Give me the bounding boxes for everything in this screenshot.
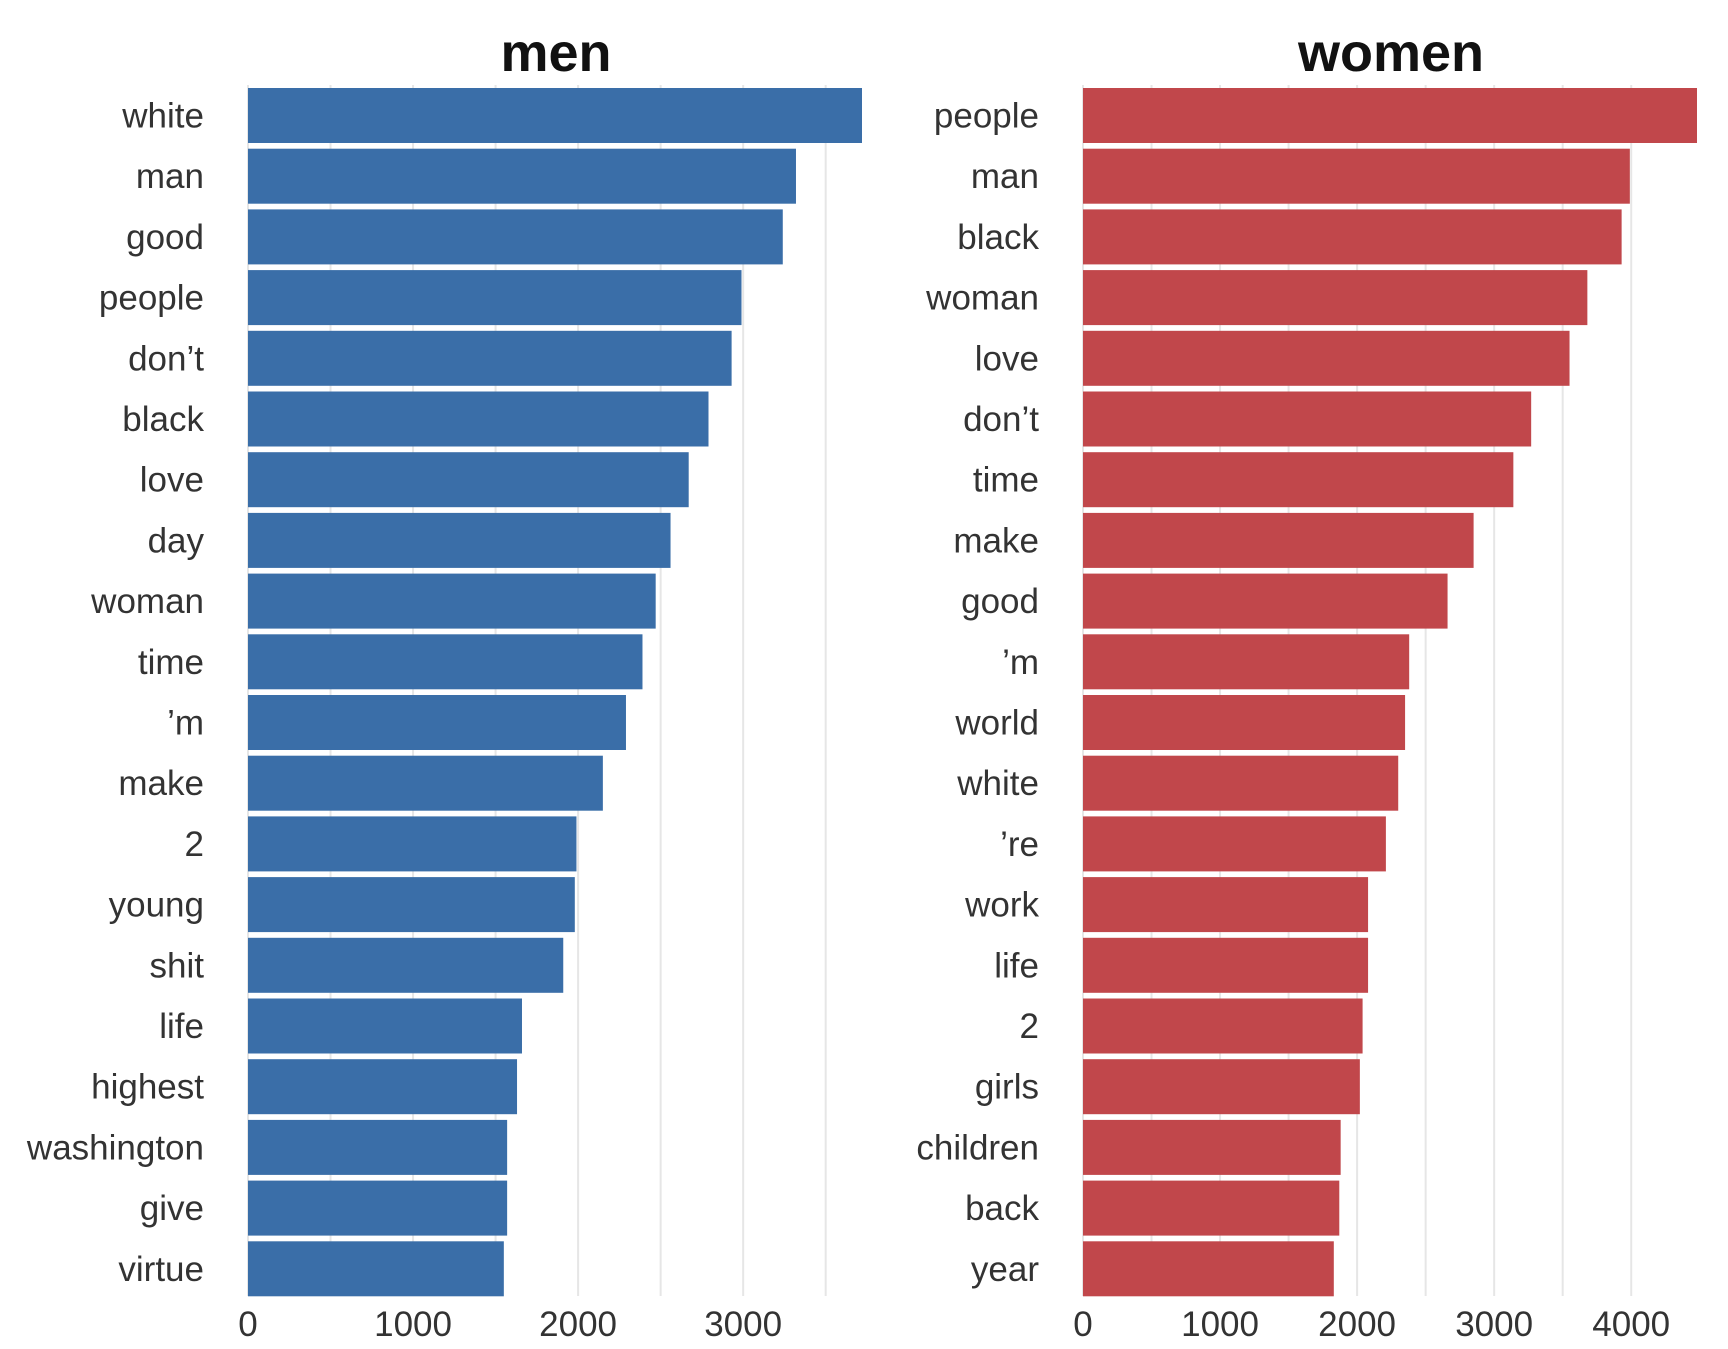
men-bar	[248, 937, 564, 993]
men-category-label: day	[148, 521, 205, 560]
women-category-label: woman	[925, 279, 1039, 318]
women-bar	[1083, 1119, 1341, 1175]
men-bar	[248, 1241, 504, 1297]
men-category-label: love	[140, 461, 204, 500]
men-category-label: 2	[185, 825, 204, 864]
women-x-tick-label: 3000	[1455, 1305, 1533, 1344]
men-x-tick-label: 2000	[539, 1305, 617, 1344]
men-bar	[248, 512, 671, 568]
women-bar	[1083, 695, 1406, 750]
women-bar	[1083, 452, 1514, 508]
women-bar	[1083, 391, 1532, 447]
men-gridlines	[247, 85, 827, 1296]
women-category-label: world	[954, 704, 1039, 743]
women-bar	[1083, 148, 1630, 204]
women-bar	[1083, 270, 1588, 326]
men-category-label: people	[99, 279, 204, 318]
women-category-label: people	[934, 97, 1039, 136]
men-category-label: ’m	[167, 704, 204, 743]
men-bar	[248, 148, 796, 204]
men-bar	[248, 1180, 508, 1236]
men-bar	[248, 877, 575, 933]
women-category-label: ’re	[1000, 825, 1039, 864]
men-category-label: young	[109, 886, 204, 925]
men-category-label: make	[118, 764, 204, 803]
women-bar	[1083, 998, 1363, 1054]
women-bar	[1083, 88, 1697, 143]
men-category-label: man	[136, 157, 204, 196]
women-category-label: make	[953, 521, 1039, 560]
women-bar	[1083, 816, 1386, 872]
women-bar	[1083, 634, 1410, 690]
women-bar	[1083, 877, 1369, 933]
men-category-label: woman	[90, 582, 204, 621]
women-category-label: white	[956, 764, 1039, 803]
women-bar	[1083, 512, 1474, 568]
men-panel: men white man good people don’t black love day w…	[26, 23, 862, 1344]
men-bar	[248, 452, 689, 508]
women-category-label: 2	[1020, 1007, 1039, 1046]
men-panel-title: men	[500, 23, 611, 83]
men-category-label: give	[140, 1189, 204, 1228]
men-bar	[248, 330, 732, 386]
women-bar	[1083, 1059, 1360, 1115]
men-bar	[248, 755, 603, 811]
men-category-label: shit	[150, 946, 205, 985]
men-bar	[248, 816, 577, 872]
men-bar	[248, 1059, 518, 1115]
men-x-tick-label: 3000	[704, 1305, 782, 1344]
women-bar	[1083, 330, 1570, 386]
women-category-label: year	[971, 1250, 1039, 1289]
men-x-tick-label: 0	[238, 1305, 257, 1344]
men-category-label: white	[121, 97, 204, 136]
men-category-label: don’t	[128, 339, 204, 378]
men-category-label: good	[126, 218, 204, 257]
women-bar	[1083, 209, 1622, 265]
women-x-tick-label: 1000	[1181, 1305, 1259, 1344]
men-bar	[248, 695, 626, 750]
men-bar	[248, 209, 783, 265]
women-category-label: time	[973, 461, 1039, 500]
men-bar	[248, 270, 742, 326]
women-bar	[1083, 755, 1399, 811]
men-bar	[248, 998, 522, 1054]
men-bar	[248, 391, 709, 447]
men-bar	[248, 573, 656, 629]
women-panel-title: women	[1297, 23, 1484, 83]
men-category-label: virtue	[118, 1250, 204, 1289]
women-category-label: black	[957, 218, 1039, 257]
men-bar	[248, 88, 862, 143]
women-category-label: back	[965, 1189, 1039, 1228]
women-category-label: ’m	[1002, 643, 1039, 682]
men-category-label: highest	[91, 1068, 204, 1107]
men-category-label: time	[138, 643, 204, 682]
women-gridlines	[1082, 85, 1633, 1296]
women-category-label: girls	[975, 1068, 1039, 1107]
women-bar	[1083, 1241, 1334, 1297]
women-category-label: don’t	[963, 400, 1039, 439]
men-category-label: life	[159, 1007, 204, 1046]
women-panel: women people man black woman love don’t time ma…	[916, 23, 1697, 1344]
women-x-tick-label: 2000	[1318, 1305, 1396, 1344]
women-category-label: work	[964, 886, 1039, 925]
men-x-tick-label: 1000	[374, 1305, 452, 1344]
men-bar	[248, 1119, 508, 1175]
men-bar	[248, 634, 643, 690]
women-category-label: good	[961, 582, 1039, 621]
women-bar	[1083, 937, 1369, 993]
women-bar	[1083, 573, 1448, 629]
men-category-label: black	[122, 400, 204, 439]
women-category-label: man	[971, 157, 1039, 196]
women-x-tick-label: 0	[1073, 1305, 1092, 1344]
women-category-label: love	[975, 339, 1039, 378]
women-category-label: children	[916, 1128, 1039, 1167]
women-bar	[1083, 1180, 1340, 1236]
men-category-label: washington	[26, 1128, 204, 1167]
women-category-label: life	[994, 946, 1039, 985]
women-x-tick-label: 4000	[1592, 1305, 1670, 1344]
